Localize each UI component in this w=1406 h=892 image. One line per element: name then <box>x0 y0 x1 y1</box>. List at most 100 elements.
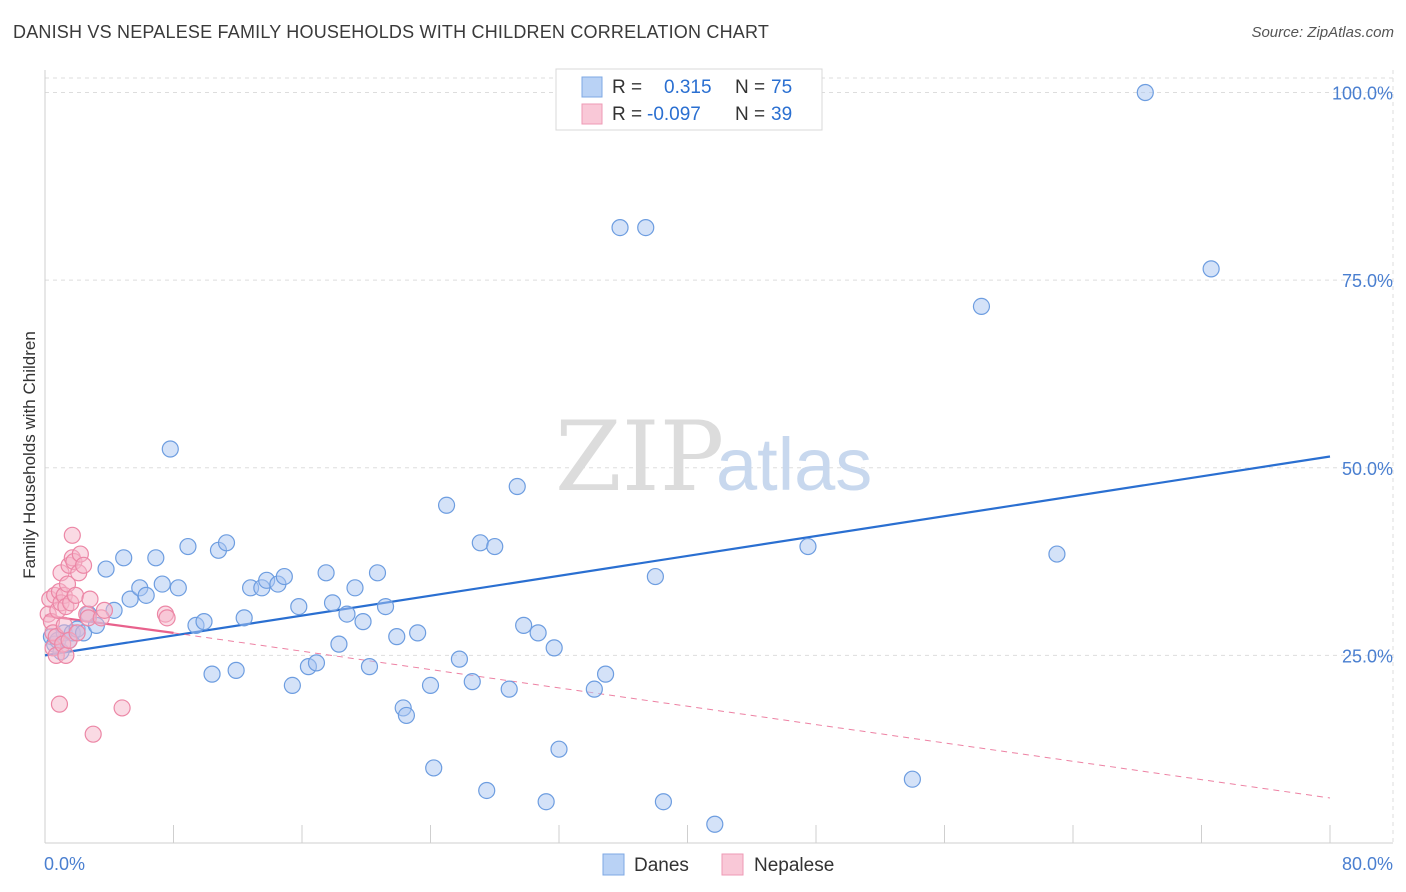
chart-title: DANISH VS NEPALESE FAMILY HOUSEHOLDS WIT… <box>13 22 770 42</box>
danes-point <box>147 549 165 567</box>
danes-point <box>179 537 197 556</box>
legend-swatch-danes <box>581 76 603 98</box>
y-tick-label: 50.0% <box>1342 459 1393 479</box>
legend-n-label-1: N = <box>735 77 765 98</box>
danes-point <box>354 613 372 631</box>
watermark: ZIP atlas <box>555 401 872 513</box>
danes-point <box>508 477 526 496</box>
danes-point <box>307 654 326 672</box>
danes-point <box>388 628 406 646</box>
danes-point <box>500 680 518 698</box>
nepalese-point <box>95 601 114 619</box>
danes-point <box>275 567 293 586</box>
danes-point <box>637 219 655 237</box>
tick-labels: 25.0% 50.0% 75.0% 100.0% 0.0% 80.0% <box>44 84 1393 874</box>
danes-point <box>706 815 724 833</box>
danes-point <box>317 564 335 582</box>
danes-point <box>471 534 489 552</box>
nepalese-point <box>84 725 102 743</box>
nepalese-point <box>57 646 75 664</box>
danes-point <box>409 624 427 642</box>
danes-point <box>169 579 187 597</box>
nepalese-point <box>81 590 99 608</box>
nepalese-point <box>66 586 85 604</box>
danes-point <box>450 650 469 668</box>
danes-point <box>346 579 364 597</box>
danes-point <box>1202 260 1220 278</box>
danes-point <box>397 706 416 725</box>
danes-point <box>972 297 991 316</box>
legend-r-value-2: -0.097 <box>647 104 701 125</box>
trend-line-danes <box>44 455 1331 657</box>
danes-point <box>437 496 456 514</box>
danes-point <box>799 537 817 556</box>
nepalese-point <box>50 695 69 713</box>
trend-line-nepalese <box>173 632 1331 799</box>
danes-point <box>227 661 245 679</box>
danes-point <box>545 639 563 657</box>
nepalese-point <box>68 624 86 642</box>
danes-point <box>338 605 356 623</box>
watermark-atlas: atlas <box>716 423 872 506</box>
y-tick-label: 100.0% <box>1332 84 1393 104</box>
danes-point <box>421 676 440 694</box>
danes-point <box>115 549 133 567</box>
danes-point <box>137 586 155 604</box>
y-tick-label: 25.0% <box>1342 646 1393 666</box>
danes-point <box>529 624 547 642</box>
danes-point <box>478 781 496 800</box>
danes-point <box>425 759 443 777</box>
bottom-legend-nepalese: Nepalese <box>754 855 834 876</box>
danes-point <box>97 560 115 578</box>
legend-r-label-1: R = <box>612 77 642 98</box>
bottom-legend-swatch-nepalese <box>721 853 744 876</box>
bottom-legend-danes: Danes <box>634 855 689 876</box>
danes-point <box>195 613 213 631</box>
danes-point <box>161 440 179 458</box>
danes-point <box>290 597 308 616</box>
y-axis-label: Family Households with Children <box>20 331 39 579</box>
x-tick-label: 0.0% <box>44 854 85 874</box>
legend-r-label-2: R = <box>612 104 642 125</box>
bottom-legend-swatch-danes <box>602 853 625 876</box>
axes <box>44 70 1393 844</box>
nepalese-point <box>63 526 81 544</box>
danes-point <box>611 219 629 237</box>
bottom-legend: Danes Nepalese <box>602 853 834 876</box>
danes-point <box>537 793 555 811</box>
data-points <box>39 83 1220 833</box>
legend-swatch-nepalese <box>581 103 603 125</box>
danes-point <box>235 609 253 627</box>
danes-point <box>360 658 379 676</box>
danes-point <box>515 616 533 634</box>
danes-point <box>486 537 504 556</box>
legend: R = 0.315 N = 75 R = -0.097 N = 39 <box>555 68 823 131</box>
danes-point <box>903 770 921 788</box>
legend-n-value-2: 39 <box>771 104 792 125</box>
danes-point <box>376 597 395 616</box>
danes-point <box>368 564 387 582</box>
legend-n-label-2: N = <box>735 104 765 125</box>
nepalese-point <box>74 556 93 574</box>
x-tick-label: 80.0% <box>1342 854 1393 874</box>
source-credit: Source: ZipAtlas.com <box>1251 24 1394 41</box>
danes-point <box>596 665 615 683</box>
danes-point <box>646 567 664 586</box>
danes-point <box>323 594 342 612</box>
danes-point <box>1048 545 1066 563</box>
nepalese-point <box>158 609 176 627</box>
danes-point <box>463 673 481 691</box>
legend-n-value-1: 75 <box>771 77 792 98</box>
watermark-zip: ZIP <box>555 401 724 513</box>
danes-point <box>654 793 673 811</box>
y-tick-label: 75.0% <box>1342 271 1393 291</box>
nepalese-point <box>113 699 131 717</box>
danes-point <box>585 680 603 698</box>
danes-point <box>203 665 221 683</box>
danes-point <box>217 534 236 552</box>
danes-point <box>550 740 568 758</box>
danes-point <box>283 676 301 694</box>
danes-point <box>121 590 139 608</box>
danes-point <box>1136 83 1154 102</box>
